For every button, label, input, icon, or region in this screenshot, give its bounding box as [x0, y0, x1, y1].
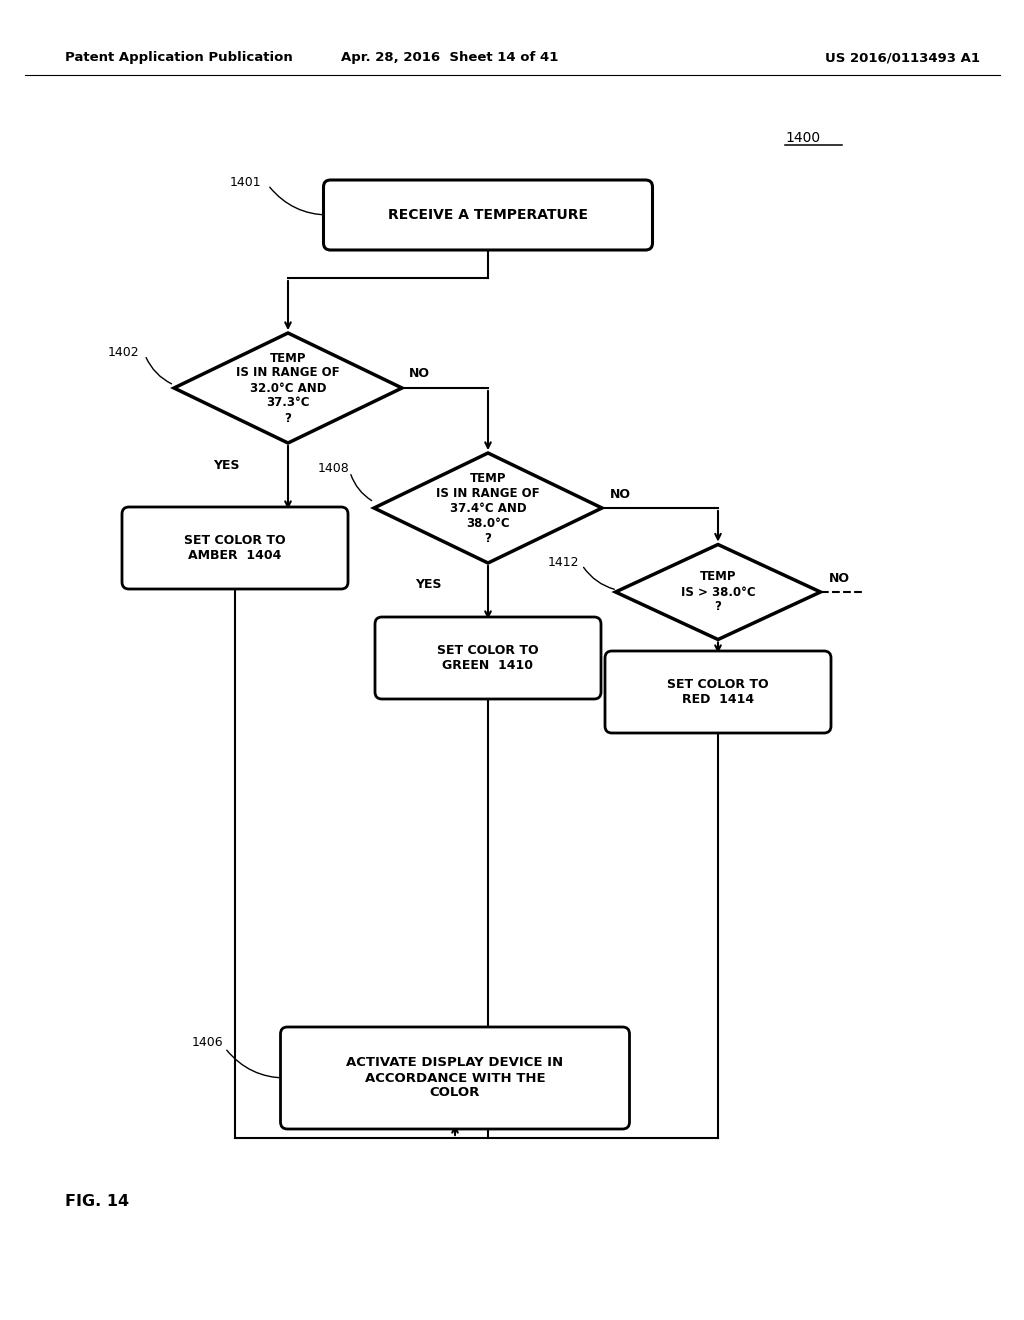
- Text: 1408: 1408: [318, 462, 350, 474]
- Text: SET COLOR TO
AMBER  1404: SET COLOR TO AMBER 1404: [184, 535, 286, 562]
- Text: 1402: 1402: [108, 346, 139, 359]
- Text: NO: NO: [409, 367, 430, 380]
- Polygon shape: [174, 333, 402, 444]
- FancyBboxPatch shape: [281, 1027, 630, 1129]
- Text: RECEIVE A TEMPERATURE: RECEIVE A TEMPERATURE: [388, 209, 588, 222]
- Text: Apr. 28, 2016  Sheet 14 of 41: Apr. 28, 2016 Sheet 14 of 41: [341, 51, 559, 65]
- FancyBboxPatch shape: [605, 651, 831, 733]
- Text: SET COLOR TO
RED  1414: SET COLOR TO RED 1414: [668, 678, 769, 706]
- Text: NO: NO: [610, 487, 631, 500]
- Polygon shape: [374, 453, 602, 564]
- Text: 1400: 1400: [785, 131, 820, 145]
- Text: Patent Application Publication: Patent Application Publication: [65, 51, 293, 65]
- FancyBboxPatch shape: [375, 616, 601, 700]
- Text: TEMP
IS IN RANGE OF
32.0°C AND
37.3°C
?: TEMP IS IN RANGE OF 32.0°C AND 37.3°C ?: [237, 351, 340, 425]
- Text: YES: YES: [645, 655, 672, 668]
- Text: NO: NO: [828, 573, 850, 586]
- FancyBboxPatch shape: [122, 507, 348, 589]
- Text: FIG. 14: FIG. 14: [65, 1195, 129, 1209]
- Text: ACTIVATE DISPLAY DEVICE IN
ACCORDANCE WITH THE
COLOR: ACTIVATE DISPLAY DEVICE IN ACCORDANCE WI…: [346, 1056, 563, 1100]
- Text: SET COLOR TO
GREEN  1410: SET COLOR TO GREEN 1410: [437, 644, 539, 672]
- Polygon shape: [615, 544, 820, 639]
- Text: YES: YES: [213, 458, 240, 471]
- Text: 1406: 1406: [193, 1035, 223, 1048]
- Text: TEMP
IS > 38.0°C
?: TEMP IS > 38.0°C ?: [681, 570, 756, 614]
- Text: US 2016/0113493 A1: US 2016/0113493 A1: [825, 51, 980, 65]
- Text: TEMP
IS IN RANGE OF
37.4°C AND
38.0°C
?: TEMP IS IN RANGE OF 37.4°C AND 38.0°C ?: [436, 471, 540, 545]
- Text: 1401: 1401: [230, 176, 261, 189]
- Text: 1412: 1412: [548, 556, 580, 569]
- FancyBboxPatch shape: [324, 180, 652, 249]
- Text: YES: YES: [415, 578, 441, 591]
